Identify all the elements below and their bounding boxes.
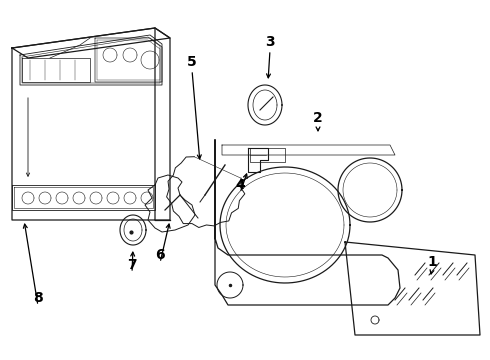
- Text: 6: 6: [155, 248, 165, 262]
- Text: 8: 8: [33, 291, 43, 305]
- Text: 7: 7: [127, 258, 137, 272]
- Text: 2: 2: [313, 111, 323, 125]
- Text: 3: 3: [265, 35, 275, 49]
- Text: 5: 5: [187, 55, 197, 69]
- Text: 4: 4: [235, 178, 245, 192]
- Text: 1: 1: [427, 255, 437, 269]
